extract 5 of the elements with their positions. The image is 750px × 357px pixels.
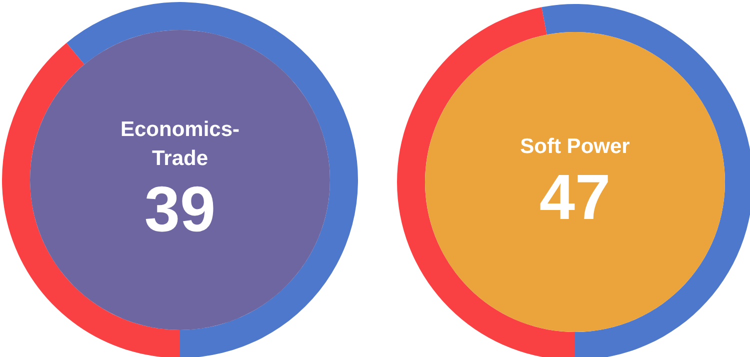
data-label: 39: [144, 173, 216, 245]
data-label: 47: [539, 160, 611, 232]
text: Soft Power: [519, 134, 631, 160]
donut-slice: [66, 2, 358, 357]
text: Economics-Trade: [119, 117, 241, 172]
